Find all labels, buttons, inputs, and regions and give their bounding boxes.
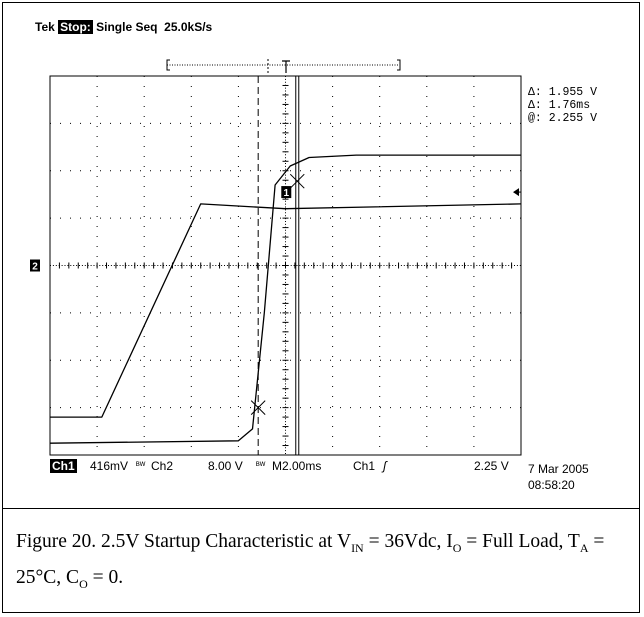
caption-mid2: = Full Load, T bbox=[461, 531, 580, 552]
ch1-label: Ch1 bbox=[50, 459, 77, 473]
waveform-traces bbox=[49, 154, 522, 444]
ch2-bandwidth-icon: ᴮᵂ bbox=[256, 460, 266, 470]
ch1-marker bbox=[281, 186, 292, 199]
trace-2 bbox=[50, 203, 522, 418]
trigger-source: Ch1 bbox=[353, 459, 376, 473]
acquisition-mode: Single Seq bbox=[96, 20, 158, 34]
channel-markers: 12 bbox=[30, 186, 521, 273]
trigger-slope-icon: ʃ bbox=[383, 459, 387, 473]
record-length-bar bbox=[166, 59, 401, 73]
caption-divider bbox=[2, 508, 640, 509]
delta-voltage-readout: Δ: 1.955 V bbox=[528, 86, 598, 99]
trace-1 bbox=[49, 154, 521, 444]
figure-caption: Figure 20. 2.5V Startup Characteristic a… bbox=[16, 527, 626, 599]
caption-co-subscript: O bbox=[79, 576, 88, 591]
caption-mid3: = 25°C, C bbox=[16, 531, 605, 588]
graticule-grid bbox=[49, 75, 522, 456]
ch1-bandwidth-icon: ᴮᵂ bbox=[136, 460, 146, 470]
trigger-point-icon bbox=[282, 60, 290, 73]
caption-lead: Figure 20. 2.5V Startup Characteristic a… bbox=[16, 531, 352, 552]
cursor-voltage-readout: @: 2.255 V bbox=[528, 112, 598, 125]
cursor-cross bbox=[250, 400, 266, 415]
caption-vin-subscript: IN bbox=[351, 540, 364, 555]
caption-mid: = 36Vdc, I bbox=[363, 531, 453, 552]
ch1-scale: 416mV bbox=[90, 459, 129, 473]
record-bar-right-bracket bbox=[397, 59, 401, 71]
sample-rate: 25.0kS/s bbox=[164, 20, 213, 34]
timebase-setting: M2.00ms bbox=[272, 459, 322, 473]
record-bar-left-bracket bbox=[166, 59, 170, 71]
brand-label: Tek bbox=[35, 20, 55, 34]
capture-date: 7 Mar 2005 bbox=[528, 462, 589, 476]
caption-io-subscript: O bbox=[452, 540, 462, 555]
caption-ta-subscript: A bbox=[579, 540, 589, 555]
ch2-marker bbox=[30, 259, 40, 272]
ch2-scale: 8.00 V bbox=[208, 459, 243, 473]
scope-header: Tek Stop: Single Seq 25.0kS/s bbox=[35, 20, 212, 34]
caption-tail: = 0. bbox=[87, 566, 124, 588]
cursor-cross bbox=[289, 173, 305, 189]
ch2-label: Ch2 bbox=[151, 459, 174, 473]
cursor-lines bbox=[257, 76, 300, 455]
ch2-marker-label: 2 bbox=[32, 262, 38, 273]
trigger-level: 2.25 V bbox=[474, 459, 509, 473]
capture-time: 08:58:20 bbox=[528, 478, 575, 492]
ch1-marker-label: 1 bbox=[283, 188, 289, 199]
status-badge: Stop: bbox=[58, 20, 93, 34]
delta-time-readout: Δ: 1.76ms bbox=[528, 99, 591, 112]
